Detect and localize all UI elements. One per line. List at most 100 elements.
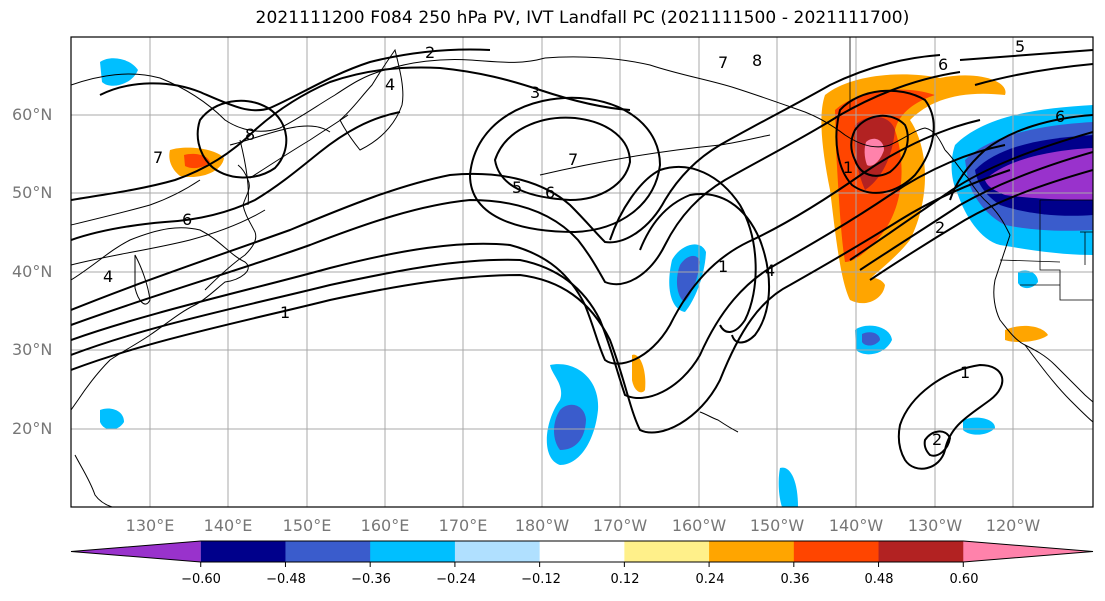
contour-bering-loop2	[468, 96, 662, 234]
contour-gulf-loop2	[850, 114, 909, 177]
contour-asia-north	[71, 111, 401, 241]
shade-orange-south	[850, 277, 885, 304]
colorbar-segment	[878, 541, 964, 562]
coast-aleutians	[539, 134, 771, 176]
colorbar-tick-label: −0.36	[351, 572, 391, 587]
colorbar-tick-label: 0.60	[949, 572, 979, 587]
contour-se-loop2	[923, 430, 952, 457]
contour-label: 3	[530, 83, 540, 102]
lon-label: 160°E	[360, 516, 410, 535]
lon-label: 140°E	[203, 516, 253, 535]
colorbar-segment	[624, 541, 710, 562]
contour-pnw-4	[949, 114, 1093, 201]
contour-gulf-loop	[835, 89, 935, 194]
shade-blue-sw-small	[100, 408, 124, 430]
coast-siberia	[71, 57, 546, 132]
contour-bering-loop	[493, 116, 632, 202]
coast-kuril	[249, 114, 349, 179]
contour-right-top	[959, 49, 1093, 61]
contour-label: 4	[103, 267, 113, 286]
shade-darkblue-small1	[862, 332, 880, 346]
shade-blue-nw	[100, 58, 138, 86]
colorbar-tick-label: −0.60	[181, 572, 221, 587]
pv-contours	[71, 48, 1093, 470]
coast-okhotsk	[229, 125, 331, 146]
graticule	[71, 37, 1093, 507]
contour-1-south	[71, 169, 1011, 434]
shade-darkblue-midpac	[676, 255, 700, 302]
contour-mid-1	[71, 71, 961, 326]
contour-label: 1	[718, 257, 728, 276]
shade-blue-bottom	[778, 467, 798, 507]
contour-gulf-ridge-2	[639, 193, 770, 344]
contour-label: 8	[245, 125, 255, 144]
colorbar-tick-label: 0.12	[610, 572, 640, 587]
contour-label: 7	[568, 150, 578, 169]
contour-right-top2	[974, 63, 1093, 86]
shade-darkblue-south	[554, 404, 586, 450]
colorbar-segment	[370, 541, 456, 562]
contour-label: 1	[843, 158, 853, 177]
lat-label: 50°N	[12, 183, 53, 202]
coast-kamchatka	[339, 48, 404, 151]
colorbar-tick-label: 0.36	[780, 572, 810, 587]
contour-label: 1	[960, 363, 970, 382]
contour-4-south	[71, 119, 981, 365]
contour-label: 2	[935, 218, 945, 237]
contour-2-south	[71, 144, 1006, 400]
lon-label: 120°W	[985, 516, 1041, 535]
lat-label: 20°N	[12, 419, 53, 438]
colorbar-segment	[963, 541, 1093, 562]
lat-label: 60°N	[12, 105, 53, 124]
colorbar-segment	[71, 541, 201, 562]
shade-blue-east-small	[963, 417, 995, 435]
contour-label: 7	[153, 148, 163, 167]
contour-label: 5	[1015, 37, 1025, 56]
coast-us-west	[993, 234, 1093, 403]
contour-label: 2	[932, 430, 942, 449]
lon-label: 170°E	[438, 516, 488, 535]
contour-gulf-ridge-1	[609, 165, 757, 333]
contour-label: 1	[280, 303, 290, 322]
colorbar-segment	[793, 541, 880, 562]
contour-pnw-2	[849, 131, 1093, 261]
colorbar-segment	[285, 541, 371, 562]
lon-label: 180°W	[514, 516, 570, 535]
borders	[849, 37, 1093, 301]
contour-asia-loop	[196, 99, 288, 179]
coast-baja	[1024, 344, 1093, 423]
colorbar-segment	[709, 541, 795, 562]
coast-korea	[134, 254, 151, 305]
shade-orange-south-mid	[632, 354, 646, 393]
contour-pnw-1	[859, 151, 1093, 271]
lon-label: 150°W	[749, 516, 805, 535]
contour-label: 6	[938, 55, 948, 74]
contour-label: 6	[1055, 107, 1065, 126]
ivt-shading	[100, 58, 1093, 507]
lat-label: 30°N	[12, 340, 53, 359]
coast-alaska	[544, 56, 946, 151]
contour-label: 6	[545, 183, 555, 202]
colorbar-segment	[539, 541, 625, 562]
contour-label: 6	[182, 210, 192, 229]
shade-blue-1020	[1018, 270, 1038, 289]
lon-label: 150°E	[282, 516, 332, 535]
coast-sakhalin	[239, 139, 249, 206]
coast-bc	[944, 149, 1011, 236]
coast-hawaii	[699, 411, 739, 433]
lon-label: 160°W	[671, 516, 727, 535]
contour-north-2	[71, 66, 631, 201]
plot-title: 2021111200 F084 250 hPa PV, IVT Landfall…	[255, 8, 910, 28]
contour-label: 7	[718, 53, 728, 72]
contour-label: 5	[512, 178, 522, 197]
colorbar-segment	[200, 541, 286, 562]
contour-label: 4	[765, 261, 775, 280]
colorbar-segment	[454, 541, 541, 562]
colorbar-tick-label: −0.48	[266, 572, 306, 587]
contour-label: 8	[752, 51, 762, 70]
contour-pnw-3	[869, 169, 1093, 281]
contour-label: 4	[385, 75, 395, 94]
lon-label: 130°W	[907, 516, 963, 535]
colorbar-tick-label: 0.48	[864, 572, 894, 587]
